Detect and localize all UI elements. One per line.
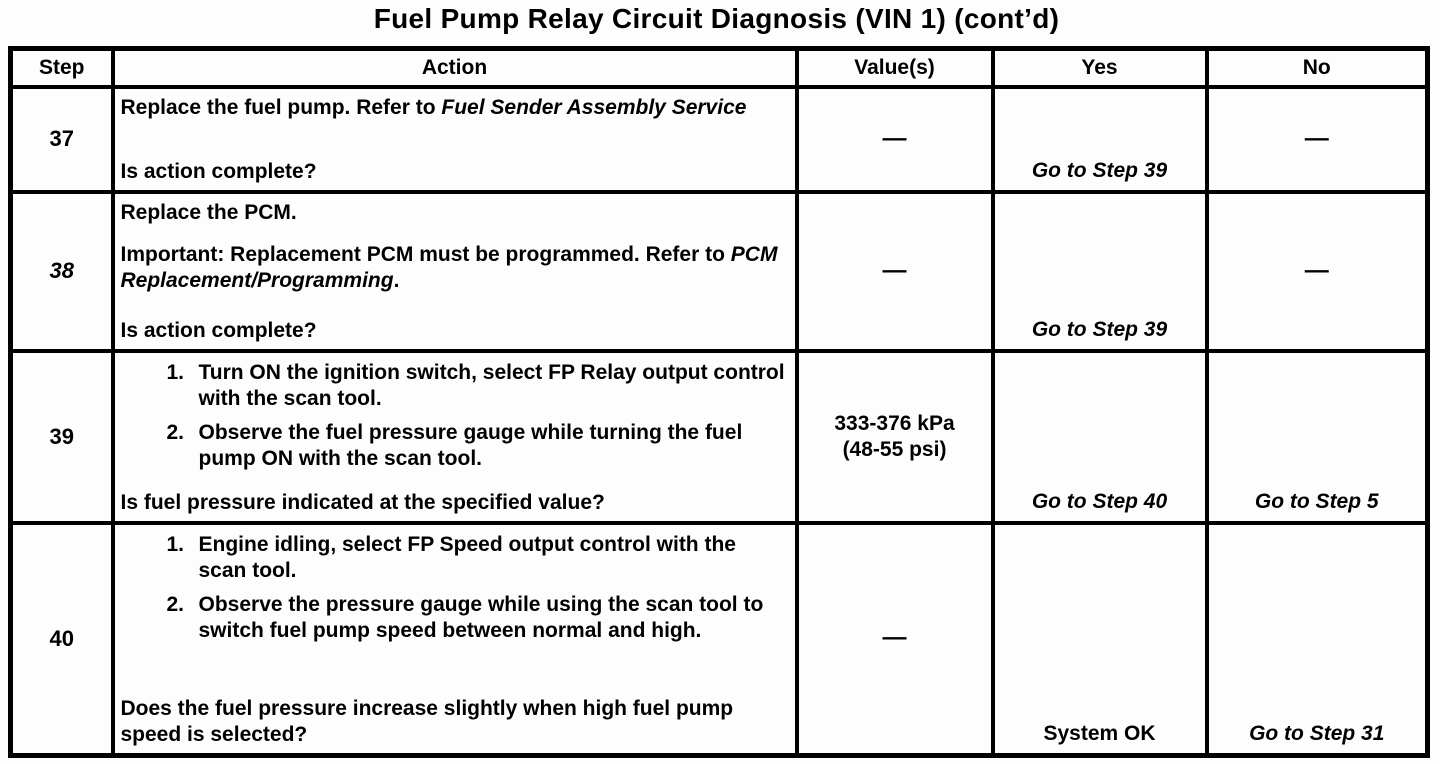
step-cell: 38: [8, 189, 115, 353]
value-kpa: 333-376 kPa: [834, 411, 955, 435]
table-row-step-39: 39 1. Turn ON the ignition switch, selec…: [8, 348, 1430, 525]
column-header-step: Step: [8, 46, 115, 89]
value-dash: —: [882, 624, 907, 652]
action-paragraph-important: Important: Replacement PCM must be progr…: [120, 242, 778, 292]
yes-cell: Go to Step 39: [990, 84, 1209, 194]
list-number: 1.: [166, 532, 185, 556]
step-cell: 37: [8, 84, 115, 194]
important-label: Important:: [120, 242, 225, 266]
manual-reference: PCM Replacement/Programming: [120, 242, 778, 292]
yes-answer: Go to Step 39: [1031, 158, 1168, 182]
table-row-step-40: 40 1. Engine idling, select FP Speed out…: [8, 520, 1430, 758]
header-row: Step Action Value(s) Yes No: [8, 46, 1430, 89]
step-cell: 39: [8, 348, 115, 525]
no-dash: —: [1304, 124, 1329, 152]
yes-cell: Go to Step 40: [990, 348, 1209, 525]
value-cell: —: [794, 84, 995, 194]
list-number: 1.: [166, 360, 185, 384]
value-cell: —: [794, 520, 995, 758]
column-header-yes: Yes: [990, 46, 1209, 89]
yes-answer: Go to Step 40: [1031, 489, 1168, 513]
column-header-action: Action: [110, 46, 799, 89]
action-question: Is action complete?: [120, 318, 317, 342]
table-row-step-37: 37 Replace the fuel pump. Refer to Fuel …: [8, 84, 1430, 194]
column-header-values: Value(s): [794, 46, 995, 89]
action-paragraph: Replace the PCM.: [120, 200, 297, 224]
action-cell: Replace the fuel pump. Refer to Fuel Sen…: [110, 84, 799, 194]
value-dash: —: [882, 256, 907, 284]
action-question: Is fuel pressure indicated at the specif…: [120, 490, 605, 514]
yes-answer: System OK: [1043, 722, 1156, 745]
list-text: Engine idling, select FP Speed output co…: [198, 532, 736, 582]
list-text: Observe the fuel pressure gauge while tu…: [198, 420, 743, 470]
diagnosis-table: Step Action Value(s) Yes No 37 Replace t…: [8, 46, 1430, 758]
list-text: Observe the pressure gauge while using t…: [198, 592, 764, 642]
action-cell: 1. Engine idling, select FP Speed output…: [110, 520, 799, 758]
column-header-no: No: [1204, 46, 1430, 89]
action-paragraph: Replace the fuel pump. Refer to Fuel Sen…: [120, 95, 747, 119]
yes-cell: Go to Step 39: [990, 189, 1209, 353]
value-cell: 333-376 kPa (48-55 psi): [794, 348, 995, 525]
no-answer: Go to Step 5: [1254, 489, 1379, 513]
no-dash: —: [1304, 256, 1329, 284]
no-cell: Go to Step 31: [1204, 520, 1430, 758]
action-question: Is action complete?: [120, 159, 317, 183]
yes-cell: System OK: [990, 520, 1209, 758]
manual-reference: Fuel Sender Assembly Service: [441, 95, 747, 119]
list-text: Turn ON the ignition switch, select FP R…: [198, 360, 785, 410]
table-row-step-38: 38 Replace the PCM. Important: Replaceme…: [8, 189, 1430, 353]
step-cell: 40: [8, 520, 115, 758]
list-number: 2.: [166, 420, 185, 444]
yes-answer: Go to Step 39: [1031, 317, 1168, 341]
action-question: Does the fuel pressure increase slightly…: [120, 697, 734, 746]
value-dash: —: [882, 124, 907, 152]
list-item: 2. Observe the fuel pressure gauge while…: [121, 420, 787, 472]
value-psi: (48-55 psi): [842, 437, 947, 461]
no-cell: —: [1204, 189, 1430, 353]
list-number: 2.: [166, 592, 185, 616]
no-cell: —: [1204, 84, 1430, 194]
list-item: 1. Turn ON the ignition switch, select F…: [121, 360, 787, 412]
list-item: 1. Engine idling, select FP Speed output…: [121, 532, 787, 584]
page-title: Fuel Pump Relay Circuit Diagnosis (VIN 1…: [373, 3, 1060, 34]
action-cell: 1. Turn ON the ignition switch, select F…: [110, 348, 799, 525]
no-answer: Go to Step 31: [1249, 722, 1385, 745]
value-cell: —: [794, 189, 995, 353]
list-item: 2. Observe the pressure gauge while usin…: [121, 592, 787, 644]
action-cell: Replace the PCM. Important: Replacement …: [110, 189, 799, 353]
no-cell: Go to Step 5: [1204, 348, 1430, 525]
